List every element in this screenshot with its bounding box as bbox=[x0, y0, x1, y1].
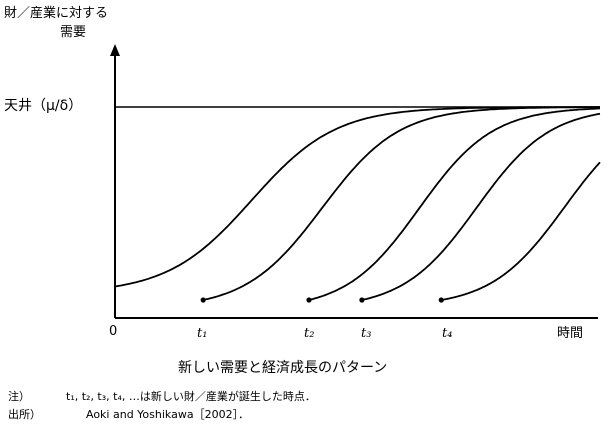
tick-label-t2: t₂ bbox=[304, 326, 315, 341]
tick-label-t4: t₄ bbox=[442, 326, 453, 341]
curves-group bbox=[114, 106, 601, 303]
curve-start-point-5 bbox=[438, 297, 444, 303]
tick-label-t1: t₁ bbox=[197, 326, 208, 341]
x-axis-label: 時間 bbox=[557, 326, 584, 341]
curve-start-point-3 bbox=[306, 297, 312, 303]
curve-start-point-4 bbox=[359, 297, 365, 303]
y-axis-label-line1: 財／産業に対する bbox=[4, 6, 109, 21]
note-prefix: 注） bbox=[8, 390, 30, 403]
curve-start-point-2 bbox=[200, 297, 206, 303]
growth-curve-4 bbox=[361, 112, 601, 301]
origin-label: 0 bbox=[109, 324, 118, 339]
growth-curve-3 bbox=[308, 107, 600, 301]
ceiling-label: 天井（μ/δ） bbox=[4, 98, 83, 114]
growth-curve-2 bbox=[202, 106, 601, 301]
growth-curve-1 bbox=[114, 106, 601, 288]
y-axis-label-line2: 需要 bbox=[60, 25, 87, 40]
y-axis-arrow bbox=[110, 44, 120, 56]
growth-curve-5 bbox=[441, 161, 601, 301]
note-text: t₁, t₂, t₃, t₄, …は新しい財／産業が誕生した時点． bbox=[66, 390, 316, 403]
chart-title: 新しい需要と経済成長のパターン bbox=[178, 360, 388, 376]
source-prefix: 出所） bbox=[8, 408, 41, 421]
source-text: Aoki and Yoshikawa［2002］． bbox=[86, 408, 250, 421]
tick-label-t3: t₃ bbox=[361, 326, 372, 341]
